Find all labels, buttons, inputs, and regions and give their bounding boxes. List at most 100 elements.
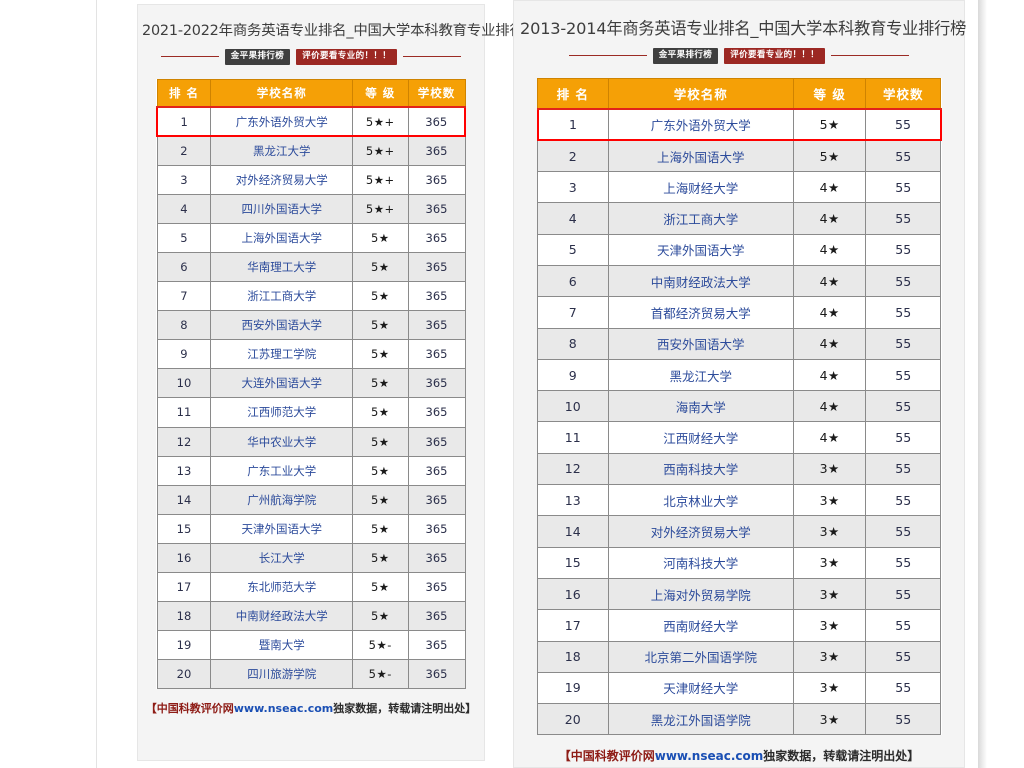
col-header-rank[interactable]: 排 名	[537, 77, 609, 110]
footer-note: 独家数据，转载请注明出处	[333, 702, 466, 716]
table-row[interactable]: 5 上海外国语大学 5★ 365	[156, 222, 466, 253]
table-row[interactable]: 7 首都经济贸易大学 4★ 55	[537, 296, 941, 329]
footer-agency: 中国科教评价网	[570, 749, 655, 764]
footer-bracket-open: 【	[145, 702, 157, 716]
cell-rank: 20	[156, 659, 212, 690]
col-header-grade[interactable]: 等 级	[352, 78, 409, 108]
footer-bracket-close: 】	[465, 702, 477, 716]
table-row[interactable]: 1 广东外语外贸大学 5★ 55	[536, 107, 942, 142]
cell-grade: 5★	[352, 601, 409, 632]
cell-grade: 4★	[792, 358, 867, 392]
page-title: 2013-2014年商务英语专业排名_中国大学本科教育专业排行榜	[520, 19, 967, 38]
table-row[interactable]: 13 北京林业大学 3★ 55	[537, 484, 941, 517]
footer-site-link[interactable]: www.nseac.com	[654, 749, 764, 764]
cell-school: 西南科技大学	[607, 452, 794, 486]
table-row[interactable]: 4 四川外国语大学 5★+ 365	[156, 193, 466, 224]
cell-count: 365	[407, 222, 466, 253]
cell-rank: 9	[537, 358, 609, 392]
cell-count: 55	[865, 703, 941, 736]
cell-rank: 7	[537, 296, 609, 329]
cell-count: 365	[407, 397, 466, 428]
col-header-count[interactable]: 学校数	[865, 77, 941, 110]
table-row[interactable]: 15 天津外国语大学 5★ 365	[156, 513, 466, 544]
badge-row: 金平果排行榜 评价要看专业的！！！	[138, 49, 484, 65]
ranking-table-wrap: 排 名 学校名称 等 级 学校数 1 广东外语外贸大学 5★ 55 2 上海外国语大学 5★…	[536, 77, 942, 736]
cell-grade: 3★	[792, 671, 867, 705]
table-row[interactable]: 11 江西财经大学 4★ 55	[537, 421, 941, 454]
col-header-school[interactable]: 学校名称	[210, 78, 354, 108]
ranking-table: 排 名 学校名称 等 级 学校数 1 广东外语外贸大学 5★+ 365 2 黑龙江大学 5★…	[156, 78, 466, 690]
badge-slogan[interactable]: 评价要看专业的！！！	[724, 48, 826, 64]
table-row[interactable]: 17 西南财经大学 3★ 55	[537, 609, 941, 642]
table-row[interactable]: 13 广东工业大学 5★ 365	[156, 455, 466, 486]
table-row[interactable]: 12 西南科技大学 3★ 55	[537, 452, 941, 486]
cell-rank: 10	[156, 368, 212, 399]
cell-count: 365	[407, 601, 466, 632]
badge-slogan[interactable]: 评价要看专业的！！！	[296, 49, 398, 65]
cell-rank: 19	[537, 671, 609, 705]
table-row[interactable]: 8 西安外国语大学 4★ 55	[537, 327, 941, 360]
page-gutter-right	[978, 0, 987, 768]
cell-grade: 5★	[352, 339, 409, 370]
table-row[interactable]: 1 广东外语外贸大学 5★+ 365	[156, 105, 466, 138]
col-header-grade[interactable]: 等 级	[792, 77, 867, 110]
table-row[interactable]: 10 海南大学 4★ 55	[537, 390, 941, 423]
cell-grade: 5★	[352, 513, 409, 544]
cell-count: 55	[865, 671, 941, 705]
cell-count: 365	[407, 164, 466, 195]
cell-school: 西安外国语大学	[210, 310, 354, 341]
table-row[interactable]: 6 中南财经政法大学 4★ 55	[537, 264, 941, 298]
table-row[interactable]: 2 黑龙江大学 5★+ 365	[156, 135, 466, 166]
table-row[interactable]: 20 黑龙江外国语学院 3★ 55	[537, 703, 941, 736]
table-row[interactable]: 6 华南理工大学 5★ 365	[156, 251, 466, 283]
table-row[interactable]: 19 天津财经大学 3★ 55	[537, 671, 941, 705]
cell-count: 55	[865, 327, 941, 360]
cell-grade: 4★	[792, 264, 867, 298]
table-row[interactable]: 3 上海财经大学 4★ 55	[537, 171, 941, 204]
table-row[interactable]: 19 暨南大学 5★- 365	[156, 630, 466, 661]
cell-rank: 18	[156, 601, 212, 632]
table-row[interactable]: 14 对外经济贸易大学 3★ 55	[537, 515, 941, 548]
col-header-school[interactable]: 学校名称	[607, 77, 794, 110]
table-row[interactable]: 15 河南科技大学 3★ 55	[537, 546, 941, 579]
cell-school: 江西师范大学	[210, 397, 354, 428]
table-row[interactable]: 17 东北师范大学 5★ 365	[156, 571, 466, 603]
cell-grade: 5★	[352, 397, 409, 428]
table-row[interactable]: 10 大连外国语大学 5★ 365	[156, 368, 466, 399]
table-row[interactable]: 14 广州航海学院 5★ 365	[156, 484, 466, 515]
table-row[interactable]: 9 江苏理工学院 5★ 365	[156, 339, 466, 370]
table-row[interactable]: 18 中南财经政法大学 5★ 365	[156, 601, 466, 632]
cell-grade: 3★	[792, 452, 867, 486]
table-row[interactable]: 2 上海外国语大学 5★ 55	[537, 139, 941, 173]
page-title: 2021-2022年商务英语专业排名_中国大学本科教育专业排行榜	[142, 23, 538, 39]
table-row[interactable]: 3 对外经济贸易大学 5★+ 365	[156, 164, 466, 195]
cell-rank: 17	[537, 609, 609, 642]
table-row[interactable]: 8 西安外国语大学 5★ 365	[156, 310, 466, 341]
table-row[interactable]: 18 北京第二外国语学院 3★ 55	[537, 640, 941, 673]
table-row[interactable]: 9 黑龙江大学 4★ 55	[537, 358, 941, 392]
cell-count: 55	[865, 233, 941, 266]
col-header-rank[interactable]: 排 名	[156, 78, 212, 108]
table-row[interactable]: 20 四川旅游学院 5★- 365	[156, 659, 466, 690]
cell-school: 华中农业大学	[210, 426, 354, 457]
cell-grade: 5★+	[352, 193, 409, 224]
badge-brand[interactable]: 金平果排行榜	[652, 48, 719, 64]
cell-count: 365	[407, 659, 466, 690]
table-row[interactable]: 4 浙江工商大学 4★ 55	[537, 202, 941, 235]
table-row[interactable]: 11 江西师范大学 5★ 365	[156, 397, 466, 428]
badge-brand[interactable]: 金平果排行榜	[224, 49, 291, 65]
footer-site-link[interactable]: www.nseac.com	[233, 702, 334, 716]
cell-rank: 16	[537, 577, 609, 611]
table-row[interactable]: 16 长江大学 5★ 365	[156, 542, 466, 574]
cell-grade: 4★	[792, 327, 867, 360]
table-row[interactable]: 5 天津外国语大学 4★ 55	[537, 233, 941, 266]
cell-count: 365	[407, 105, 466, 138]
cell-school: 上海财经大学	[607, 171, 794, 204]
cell-grade: 5★	[352, 571, 409, 603]
table-row[interactable]: 7 浙江工商大学 5★ 365	[156, 281, 466, 312]
table-row[interactable]: 16 上海对外贸易学院 3★ 55	[537, 577, 941, 611]
table-row[interactable]: 12 华中农业大学 5★ 365	[156, 426, 466, 457]
page-gutter-left	[96, 0, 97, 768]
col-header-count[interactable]: 学校数	[407, 78, 466, 108]
cell-rank: 14	[537, 515, 609, 548]
